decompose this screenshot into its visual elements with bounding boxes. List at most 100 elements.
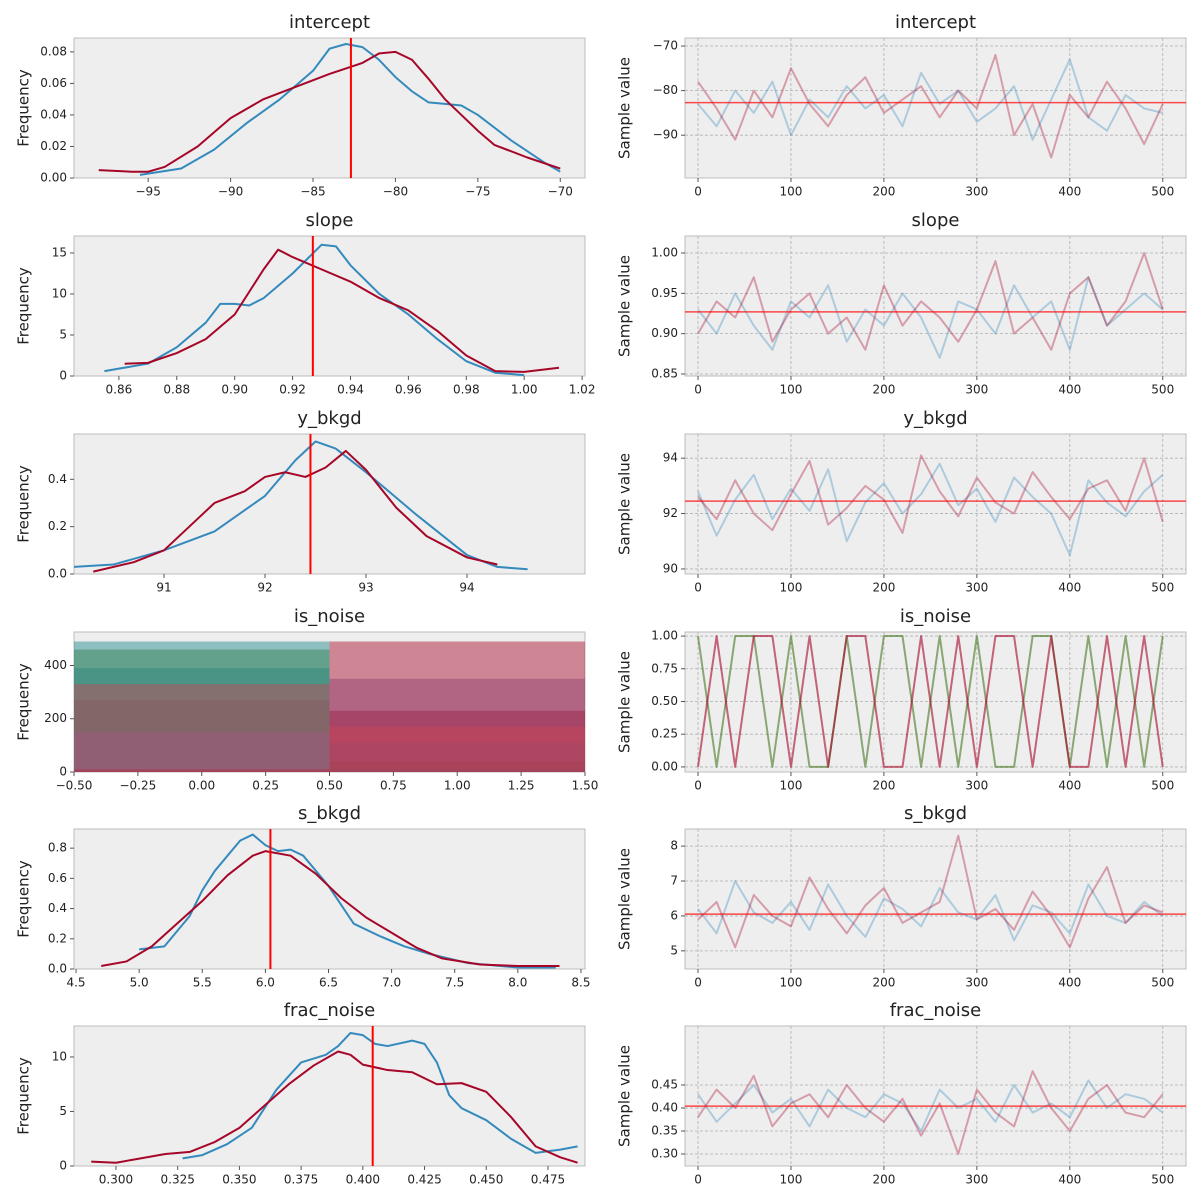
subplot: intercept Sample value 0 100 200 300 400 500 −90… [616, 12, 1187, 199]
histogram-bar [74, 649, 330, 772]
x-tick-label: 400 [1058, 383, 1081, 397]
series-line [697, 462, 1164, 557]
y-tick-label: 0.08 [40, 44, 67, 58]
y-tick-label: 90 [663, 561, 678, 575]
plot-area [73, 828, 586, 970]
y-tick-label: 0.2 [48, 931, 67, 945]
x-tick-label: 300 [965, 185, 988, 199]
y-axis-label: Frequency [15, 69, 33, 147]
x-tick-label: 4.5 [66, 976, 85, 990]
x-tick-label: 94 [459, 581, 474, 595]
subplot-title: frac_noise [284, 1000, 376, 1021]
subplot-title: is_noise [900, 606, 971, 627]
x-tick-label: 5.0 [130, 976, 149, 990]
x-tick-label: 200 [872, 1173, 895, 1187]
subplot-title: s_bkgd [904, 803, 967, 824]
x-tick-label: 0 [694, 779, 702, 793]
series-line [124, 248, 560, 373]
subplot-title: intercept [289, 12, 370, 33]
y-tick-label: 5 [59, 327, 67, 341]
series-line [101, 850, 560, 967]
subplot: frac_noise Frequency 0.300 0.325 0.350 0.375 0… [15, 1000, 586, 1187]
histogram-bar [74, 732, 330, 772]
histogram-bar [329, 726, 585, 772]
subplot: s_bkgd Frequency 4.5 5.0 5.5 6.0 6.5 7.0 7.5 8.0 8… [15, 803, 591, 990]
y-tick-label: 0.45 [651, 1078, 678, 1092]
plot-content [685, 1070, 1186, 1155]
y-tick-label: 0 [59, 1159, 67, 1173]
histogram-bar [74, 684, 330, 772]
x-tick-label: 0 [694, 1173, 702, 1187]
y-tick-label: 1.00 [651, 629, 678, 643]
plot-area [684, 1025, 1187, 1167]
y-tick-label: 0.0 [48, 567, 67, 581]
y-tick-label: 400 [44, 658, 67, 672]
y-axis-label: Frequency [15, 267, 33, 345]
x-tick-label: 0.325 [161, 1173, 195, 1187]
subplot-title: frac_noise [890, 1000, 982, 1021]
y-axis-label: Sample value [616, 255, 634, 357]
x-tick-label: 8.0 [508, 976, 527, 990]
x-tick-label: 500 [1151, 1173, 1174, 1187]
x-tick-label: −80 [383, 185, 408, 199]
series-line [139, 42, 561, 176]
y-tick-label: 8 [670, 839, 678, 853]
plot-area [73, 433, 586, 575]
y-tick-label: 92 [663, 506, 678, 520]
plot-area [684, 37, 1187, 179]
x-tick-label: 0.92 [279, 383, 306, 397]
plot-area [684, 631, 1187, 773]
y-tick-label: 6 [670, 908, 678, 922]
x-tick-label: 400 [1058, 779, 1081, 793]
y-tick-label: 0.4 [48, 901, 67, 915]
x-tick-label: 0.425 [407, 1173, 441, 1187]
x-tick-label: 0.98 [453, 383, 480, 397]
x-tick-label: 200 [872, 581, 895, 595]
x-tick-label: 0.94 [337, 383, 364, 397]
series-line [93, 449, 498, 573]
x-tick-label: 0.50 [316, 779, 343, 793]
histogram-bar [74, 641, 330, 772]
subplot-title: s_bkgd [298, 803, 361, 824]
x-tick-label: 0.88 [163, 383, 190, 397]
y-axis-label: Sample value [616, 848, 634, 950]
y-tick-label: 0.95 [651, 286, 678, 300]
x-tick-label: 0.25 [252, 779, 279, 793]
y-axis-label: Sample value [616, 1045, 634, 1147]
x-tick-label: 0.96 [395, 383, 422, 397]
series-line [697, 834, 1164, 949]
x-tick-label: 400 [1058, 185, 1081, 199]
histogram-bar [329, 761, 585, 772]
x-tick-label: 0.375 [284, 1173, 318, 1187]
x-tick-label: 400 [1058, 976, 1081, 990]
y-tick-label: 0.06 [40, 76, 67, 90]
plot-content [101, 829, 560, 969]
x-tick-label: 100 [780, 383, 803, 397]
histogram-bar [329, 641, 585, 772]
x-tick-label: 500 [1151, 185, 1174, 199]
plot-area [73, 37, 586, 179]
x-tick-label: −95 [136, 185, 161, 199]
histogram-bar [74, 769, 330, 772]
plot-content [685, 454, 1186, 557]
y-tick-label: 0.02 [40, 139, 67, 153]
series-line [697, 53, 1164, 159]
plot-content [697, 635, 1164, 768]
subplot: y_bkgd Sample value 0 100 200 300 400 500 90 92 94 [616, 408, 1187, 595]
series-line [104, 243, 525, 376]
y-tick-label: 0.40 [651, 1101, 678, 1115]
x-tick-label: 200 [872, 976, 895, 990]
y-tick-label: 0.25 [651, 727, 678, 741]
y-tick-label: 0.35 [651, 1124, 678, 1138]
x-tick-label: 0.00 [188, 779, 215, 793]
x-tick-label: 400 [1058, 581, 1081, 595]
plot-content [685, 252, 1186, 359]
x-tick-label: 300 [965, 779, 988, 793]
subplot-title: y_bkgd [903, 408, 967, 429]
histogram-bar [329, 742, 585, 772]
y-tick-label: −70 [653, 39, 678, 53]
series-line [91, 1050, 578, 1164]
x-tick-label: 6.5 [319, 976, 338, 990]
x-tick-label: 500 [1151, 779, 1174, 793]
y-tick-label: 0.00 [651, 759, 678, 773]
